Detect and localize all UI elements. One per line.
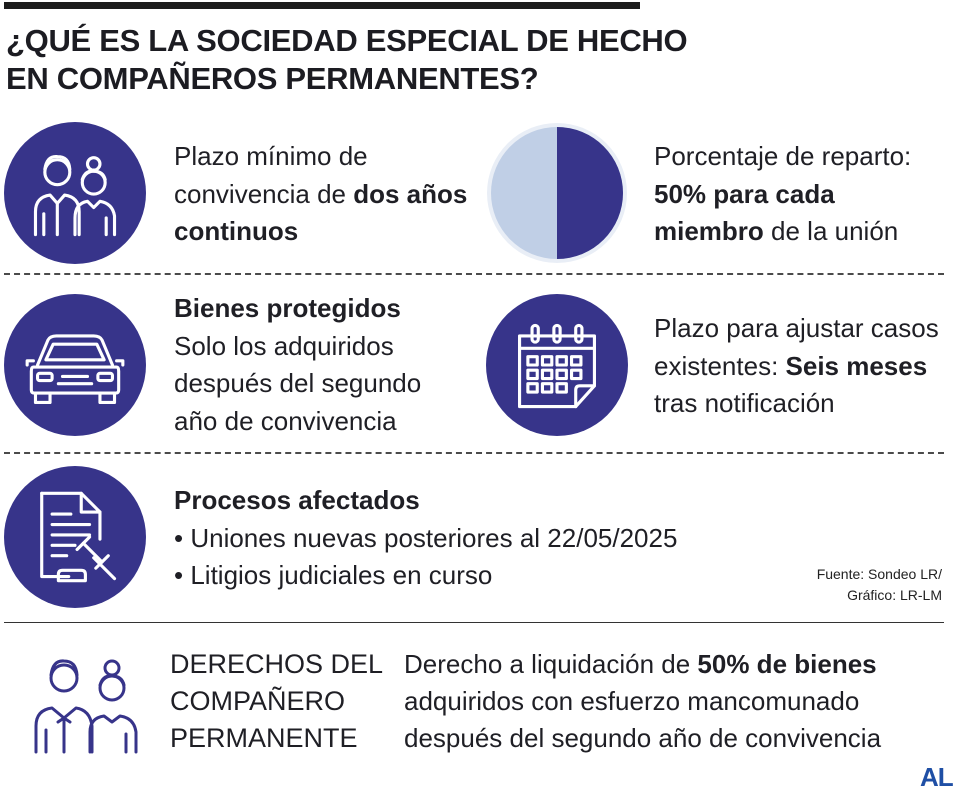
brand-logo: AL — [920, 762, 954, 792]
plazo-post: tras notificación — [654, 388, 835, 418]
title-line-2: EN COMPAÑEROS PERMANENTES? — [6, 61, 539, 96]
bienes-text: Bienes protegidos Solo los adquiridos de… — [174, 290, 464, 440]
convivencia-bold: dos años continuos — [174, 178, 468, 247]
reparto-text: Porcentaje de reparto: 50% para cada mie… — [654, 138, 944, 251]
plazo-bold: Seis meses — [785, 350, 928, 381]
plazo-text: Plazo para ajustar casos existentes: Sei… — [654, 310, 954, 423]
procesos-text: Procesos afectados • Uniones nuevas post… — [174, 482, 734, 595]
reparto-pre: Porcentaje de reparto: — [654, 141, 912, 171]
title-line-1: ¿QUÉ ES LA SOCIEDAD ESPECIAL DE HECHO — [6, 23, 688, 58]
pie-chart-icon — [486, 122, 628, 264]
source-line-2: Gráfico: LR-LM — [847, 587, 942, 603]
derechos-title-line-2: COMPAÑERO — [170, 686, 346, 716]
derechos-bold: 50% de bienes — [697, 649, 877, 679]
page-title: ¿QUÉ ES LA SOCIEDAD ESPECIAL DE HECHO EN… — [6, 22, 688, 98]
divider-1 — [4, 273, 944, 275]
convivencia-text: Plazo mínimo de convivencia de dos años … — [174, 138, 474, 251]
divider-solid — [4, 622, 944, 623]
derechos-text: Derecho a liquidación de 50% de bienes a… — [404, 646, 944, 757]
reparto-post: de la unión — [763, 216, 899, 246]
reparto-bold: 50% para cada miembro — [654, 178, 835, 247]
derechos-pre: Derecho a liquidación de — [404, 649, 698, 679]
couple-icon — [4, 122, 146, 264]
derechos-title: DERECHOS DEL COMPAÑERO PERMANENTE — [170, 646, 383, 757]
pie-slice-share — [557, 127, 623, 259]
plazo-pre: Plazo para ajustar casos existentes: — [654, 313, 939, 381]
couple-outline-icon — [28, 648, 144, 754]
procesos-heading: Procesos afectados — [174, 485, 420, 515]
derechos-title-line-1: DERECHOS DEL — [170, 649, 384, 679]
document-gavel-icon — [4, 466, 146, 608]
source-line-1: Fuente: Sondeo LR/ — [816, 566, 942, 582]
car-icon — [4, 294, 146, 436]
divider-2 — [4, 452, 944, 454]
convivencia-pre: Plazo mínimo de convivencia de — [174, 141, 368, 209]
derechos-title-line-3: PERMANENTE — [170, 723, 358, 753]
bienes-heading: Bienes protegidos — [174, 293, 401, 323]
source-credit: Fuente: Sondeo LR/ Gráfico: LR-LM — [817, 564, 942, 606]
top-bar — [4, 2, 640, 9]
procesos-bullet-1: • Uniones nuevas posteriores al 22/05/20… — [174, 522, 678, 553]
derechos-post: adquiridos con esfuerzo mancomunado desp… — [404, 686, 882, 753]
procesos-bullet-2: • Litigios judiciales en curso — [174, 560, 493, 590]
calendar-icon — [486, 294, 628, 436]
bienes-body: Solo los adquiridos después del segundo … — [174, 330, 422, 436]
